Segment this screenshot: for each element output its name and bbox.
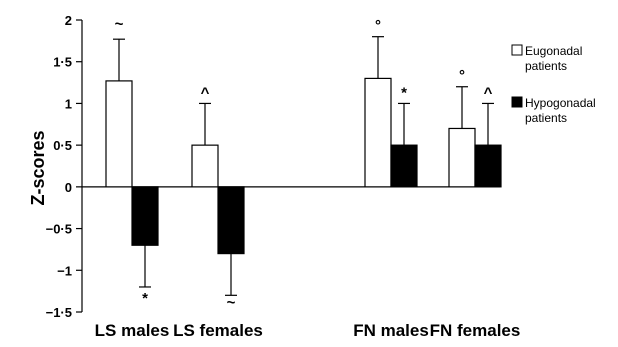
y-tick-label: −0·5 — [46, 222, 72, 237]
legend-swatch — [511, 96, 523, 108]
labels: ~ ^ ° ° * ~ * ^ LS males LS females FN males FN fem… — [95, 16, 521, 340]
legend-label: patients — [525, 59, 567, 73]
y-tick-label: 0·5 — [53, 138, 72, 153]
y-tick-label: −1·5 — [46, 305, 72, 320]
bar — [448, 127, 476, 188]
significance-marker: * — [142, 290, 148, 307]
y-tick-label: 1·5 — [53, 55, 72, 70]
bar — [191, 144, 219, 188]
bar — [105, 80, 133, 188]
y-axis-label: Z-scores — [28, 130, 48, 205]
legend-label: Eugonadal — [525, 44, 582, 58]
significance-marker: ~ — [115, 16, 124, 33]
y-tick-label: −1 — [57, 263, 72, 278]
category-label: FN males — [353, 321, 429, 340]
significance-marker: ~ — [227, 294, 236, 311]
category-label: LS males — [95, 321, 170, 340]
bar — [364, 77, 392, 188]
significance-marker: ^ — [484, 84, 493, 101]
bar — [474, 144, 502, 188]
category-label: LS females — [173, 321, 263, 340]
bar — [390, 144, 418, 188]
legend-label: patients — [525, 111, 567, 125]
bars — [105, 36, 502, 296]
bar — [217, 186, 245, 255]
category-label: FN females — [430, 321, 521, 340]
y-tick-label: 0 — [65, 180, 72, 195]
bar — [131, 186, 159, 246]
significance-marker: ° — [375, 18, 381, 35]
significance-marker: ° — [459, 68, 465, 85]
legend-swatch — [511, 44, 523, 56]
significance-marker: ^ — [201, 84, 210, 101]
y-tick-label: 2 — [65, 13, 72, 28]
significance-marker: * — [401, 84, 407, 101]
legend-label: Hypogonadal — [525, 96, 596, 110]
y-tick-label: 1 — [65, 96, 72, 111]
